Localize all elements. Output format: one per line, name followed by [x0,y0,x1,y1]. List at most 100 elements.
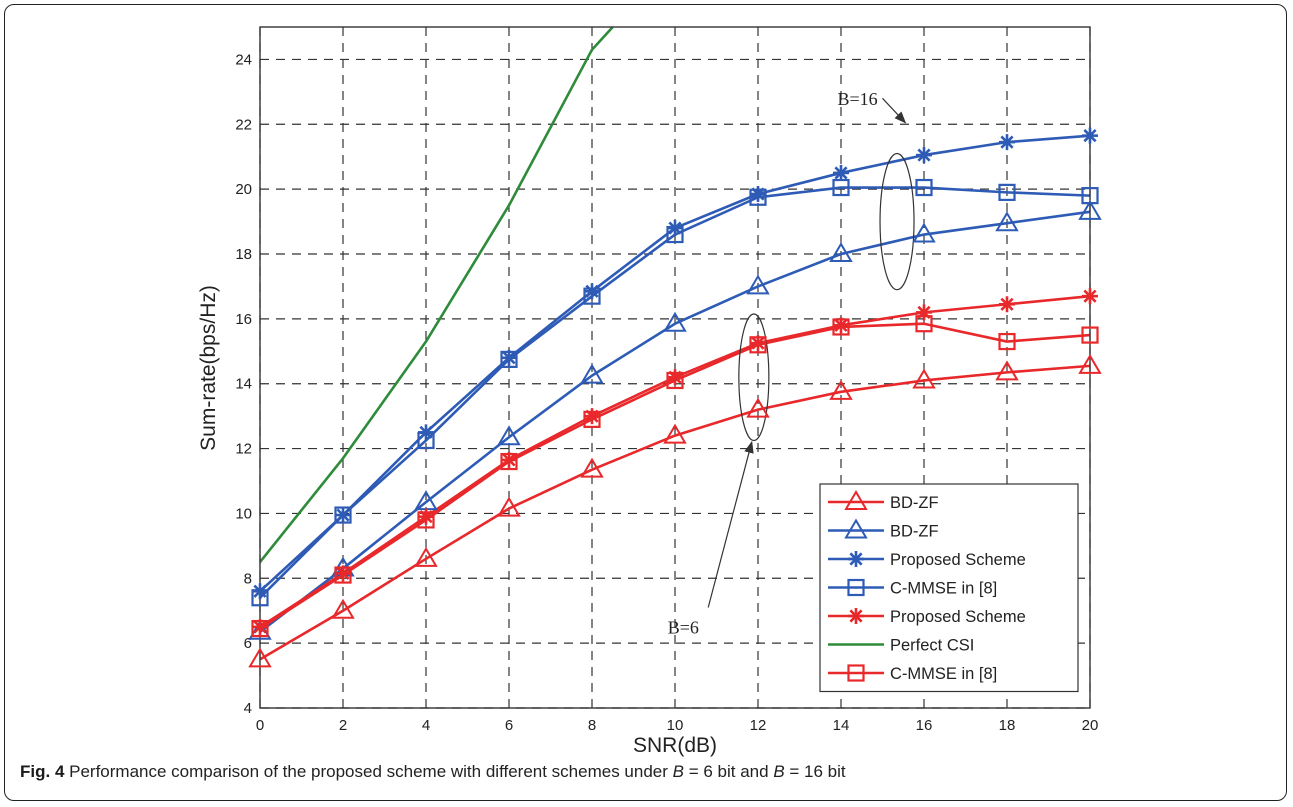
data-point-3 [749,188,767,206]
legend: BD-ZF BD-ZF Proposed Scheme C-MMSE in [8] Pr… [819,483,1079,693]
legend-label: C-MMSE in [8] [890,580,997,598]
data-point-2 [584,283,600,300]
data-point-3 [500,350,518,368]
y-tick-label: 4 [244,700,252,717]
data-point-2 [1082,127,1098,144]
x-axis-label: SNR(dB) [633,734,717,757]
series-line-0 [260,364,1090,661]
x-tick-label: 2 [339,717,347,734]
caption-text-a: Performance comparison of the proposed s… [64,762,673,781]
data-point-0 [331,598,355,619]
x-tick-label: 8 [588,717,596,734]
data-point-3 [583,287,601,305]
data-point-1 [580,363,604,384]
data-point-0 [497,496,521,517]
data-point-0 [746,397,770,418]
data-point-1 [1078,199,1102,220]
data-point-0 [580,457,604,478]
y-tick-label: 6 [244,635,252,652]
legend-marker [844,518,868,539]
y-tick-label: 12 [235,441,252,458]
arrow-b6 [707,440,754,608]
data-point-1 [829,242,853,262]
data-point-3 [915,178,933,197]
data-point-3 [251,589,269,607]
data-point-3 [417,431,435,450]
data-point-6 [334,566,352,584]
data-point-6 [832,318,850,336]
caption-text-c: = 16 bit [784,762,846,781]
data-point-0 [995,360,1019,381]
legend-label: BD-ZF [890,494,939,512]
y-tick-label: 14 [235,376,252,393]
data-point-0 [663,423,687,444]
arrow-b16 [882,97,907,124]
data-point-0 [1078,353,1102,374]
caption-label: Fig. 4 [20,762,65,781]
legend-label: Proposed Scheme [890,608,1026,626]
data-point-3 [832,178,850,197]
data-point-6 [666,371,684,390]
legend-marker [847,578,865,597]
data-point-2 [916,147,932,164]
data-point-0 [414,546,438,567]
data-point-4 [667,369,683,386]
data-point-4 [916,304,932,321]
x-tick-label: 6 [505,717,513,734]
data-point-6 [500,452,518,471]
caption-var-2: B [773,762,785,781]
figure-caption: Fig. 4 Performance comparison of the pro… [20,762,846,782]
x-tick-label: 18 [999,717,1016,734]
data-point-6 [1081,326,1099,344]
legend-marker [844,490,868,510]
y-tick-label: 20 [235,181,252,198]
y-tick-label: 8 [244,570,252,587]
caption-text-b: = 6 bit and [683,762,774,781]
data-point-4 [584,408,600,425]
data-point-2 [999,134,1015,151]
y-tick-label: 18 [235,246,252,263]
legend-marker [847,664,865,682]
ellipse-b16 [879,152,915,291]
annotations: B=16 B=6 [668,89,915,637]
series-markers [248,127,1102,668]
x-tick-label: 10 [667,717,684,734]
legend-label: Proposed Scheme [890,551,1026,569]
data-point-3 [998,183,1016,201]
data-point-1 [995,211,1019,232]
x-tick-label: 4 [422,717,430,734]
plot-border [259,26,1091,709]
x-tick-label: 0 [256,717,264,734]
data-point-0 [248,647,272,668]
data-point-0 [912,368,936,389]
x-tick-label: 12 [750,717,767,734]
data-point-4 [1082,288,1098,305]
data-point-3 [666,225,684,244]
annotation-label-0: B=16 [838,89,878,109]
data-point-6 [998,332,1016,351]
legend-label: C-MMSE in [8] [890,665,997,683]
y-tick-label: 22 [235,116,252,133]
legend-marker [848,608,864,624]
series-line-1 [260,210,1090,633]
data-point-6 [417,511,435,529]
series-line-5 [260,27,614,563]
data-point-2 [335,507,351,524]
data-point-1 [663,311,687,332]
data-point-6 [915,315,933,333]
y-tick-label: 16 [235,311,252,328]
x-tick-label: 16 [916,717,933,734]
y-tick-label: 24 [235,51,252,68]
legend-label: Perfect CSI [890,637,974,655]
legend-label: BD-ZF [890,523,939,541]
y-tick-label: 10 [235,505,252,522]
data-point-1 [746,274,770,295]
figure-frame [4,4,1287,801]
data-point-6 [251,619,269,638]
data-point-0 [829,379,853,400]
data-point-4 [999,296,1015,313]
data-point-2 [750,186,766,203]
annotation-label-1: B=6 [668,617,699,637]
x-tick-label: 14 [833,717,850,734]
